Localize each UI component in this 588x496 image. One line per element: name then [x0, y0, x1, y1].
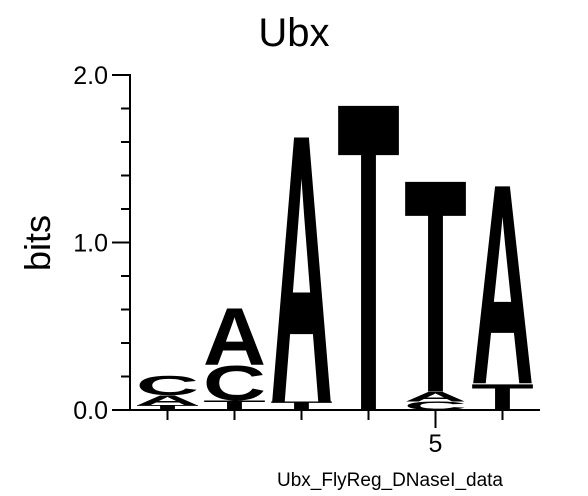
logo-letter: A	[203, 291, 266, 382]
logo-letter: A	[471, 125, 534, 444]
x-axis-label: Ubx_FlyReg_DNaseI_data	[277, 470, 503, 491]
x-tick-label: 5	[429, 430, 443, 458]
logo-letter: C	[203, 356, 266, 411]
logo-letter: C	[136, 369, 199, 400]
logo-letter: A	[404, 389, 467, 405]
logo-letter: T	[337, 11, 400, 496]
y-axis-label: bits	[17, 215, 58, 271]
logo-letter: A	[270, 54, 333, 483]
logo-letter: T	[270, 400, 333, 413]
logo-letter: T	[203, 397, 266, 413]
y-tick-label: 2.0	[73, 62, 108, 90]
logo-letter: A	[136, 392, 199, 408]
chart-title: Ubx	[258, 11, 329, 55]
logo-letter: T	[471, 377, 534, 418]
logo-letter: C	[404, 400, 467, 413]
y-tick-label: 0.0	[73, 397, 108, 425]
logo-letter: T	[136, 404, 199, 412]
logo-letter: T	[404, 117, 467, 457]
y-tick-label: 1.0	[73, 230, 108, 258]
